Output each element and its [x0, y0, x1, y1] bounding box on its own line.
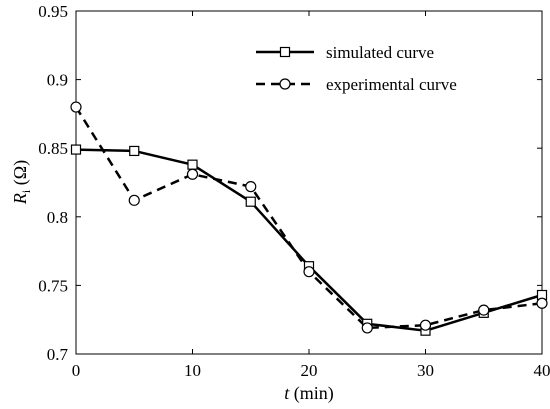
legend: simulated curve experimental curve — [256, 43, 457, 94]
x-tick-label: 30 — [417, 361, 434, 380]
simulated-data-point — [70, 144, 82, 155]
experimental-data-point — [478, 304, 490, 316]
x-tick-label: 0 — [72, 361, 81, 380]
x-axis-label: t (min) — [284, 383, 334, 404]
legend-label-simulated: simulated curve — [326, 43, 434, 62]
axis-ticks: 0 10 20 30 40 0.7 0.75 0.8 0.85 0.9 0.95 — [38, 2, 550, 380]
experimental-data-point — [186, 168, 199, 180]
experimental-data-point — [361, 322, 373, 334]
y-tick-label: 0.9 — [47, 71, 68, 90]
series-line-simulated — [75, 148, 543, 332]
experimental-data-point — [245, 181, 257, 193]
y-tick-label: 0.75 — [38, 276, 68, 295]
plot-frame — [75, 10, 543, 355]
experimental-data-point — [128, 194, 140, 206]
experimental-data-point — [419, 319, 432, 331]
series-line-experimental — [74, 106, 543, 330]
legend-circle-marker — [279, 78, 291, 90]
simulated-data-point — [245, 196, 256, 207]
x-tick-label: 20 — [301, 361, 318, 380]
y-tick-label: 0.8 — [47, 208, 68, 227]
y-axis-label: Ri (Ω) — [10, 160, 33, 205]
legend-label-experimental: experimental curve — [326, 75, 457, 94]
simulated-data-point — [187, 159, 198, 170]
simulated-data-point — [129, 145, 140, 157]
legend-square-marker — [279, 46, 291, 58]
series-layer — [70, 101, 548, 336]
experimental-data-point — [536, 297, 548, 309]
experimental-data-point — [303, 266, 315, 278]
y-tick-label: 0.95 — [38, 2, 68, 21]
y-tick-label: 0.85 — [38, 139, 68, 158]
x-tick-label: 40 — [534, 361, 550, 380]
x-tick-label: 10 — [184, 361, 201, 380]
experimental-data-point — [70, 101, 82, 113]
y-tick-label: 0.7 — [47, 345, 69, 364]
